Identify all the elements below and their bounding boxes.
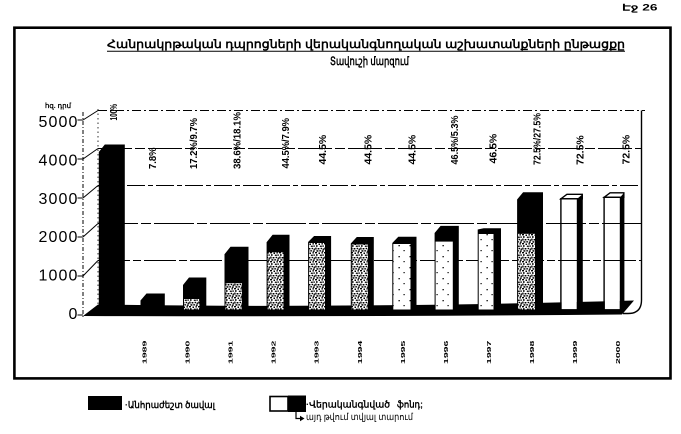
svg-text:0: 0 [69, 306, 79, 323]
svg-text:1997: 1997 [485, 340, 492, 364]
svg-text:Էջ 26: Էջ 26 [622, 2, 658, 13]
svg-text:46.5%: 46.5% [488, 133, 500, 163]
svg-text:Տավուշի մարզում: Տավուշի մարզում [330, 55, 410, 68]
svg-text:3000: 3000 [39, 191, 79, 208]
svg-text:5000: 5000 [39, 114, 79, 131]
svg-text:100%: 100% [108, 104, 120, 121]
svg-text:44.5%: 44.5% [407, 134, 419, 164]
svg-text:Հանրակրթական դպրոցների վերական: Հանրակրթական դպրոցների վերականգնողական ա… [107, 38, 625, 52]
svg-text:72.5%/27.5%: 72.5%/27.5% [532, 112, 544, 165]
svg-text:ֆոնդ;: ֆոնդ; [397, 400, 423, 411]
svg-text:1996: 1996 [442, 340, 449, 364]
svg-text:46.5%/5.3%: 46.5%/5.3% [449, 115, 461, 165]
svg-text:44.5%/7.9%: 44.5%/7.9% [280, 117, 292, 168]
svg-text:1999: 1999 [572, 340, 579, 364]
svg-text:17.2%/9.7%: 17.2%/9.7% [188, 117, 200, 169]
svg-text:2000: 2000 [615, 340, 622, 364]
svg-text:38.6%/18.1%: 38.6%/18.1% [232, 111, 244, 169]
svg-text:1994: 1994 [356, 340, 363, 364]
svg-text:1991: 1991 [227, 340, 234, 364]
svg-text:2000: 2000 [39, 229, 79, 246]
svg-text:1000: 1000 [39, 268, 79, 285]
svg-text:72.5%: 72.5% [621, 134, 633, 164]
svg-text:1998: 1998 [529, 340, 536, 364]
svg-text:1989: 1989 [141, 340, 148, 364]
svg-text:72.5%: 72.5% [575, 135, 587, 165]
svg-text:հզ. դրմ: հզ. դրմ [45, 101, 72, 110]
svg-text:·Անհրաժեշտ ծավալ: ·Անհրաժեշտ ծավալ [125, 399, 216, 411]
svg-text:1992: 1992 [270, 340, 277, 364]
svg-text:44.5%: 44.5% [363, 134, 375, 164]
svg-text:7.8%: 7.8% [147, 147, 159, 169]
svg-text:4000: 4000 [39, 152, 79, 169]
svg-text:·Վերականգնված: ·Վերականգնված [306, 400, 390, 411]
svg-text:1995: 1995 [399, 340, 406, 364]
svg-text:1993: 1993 [313, 340, 320, 364]
svg-text:44.5%: 44.5% [317, 134, 329, 164]
svg-text:այդ թվում տվյալ տարում: այդ թվում տվյալ տարում [306, 412, 414, 423]
svg-text:1990: 1990 [184, 340, 191, 364]
